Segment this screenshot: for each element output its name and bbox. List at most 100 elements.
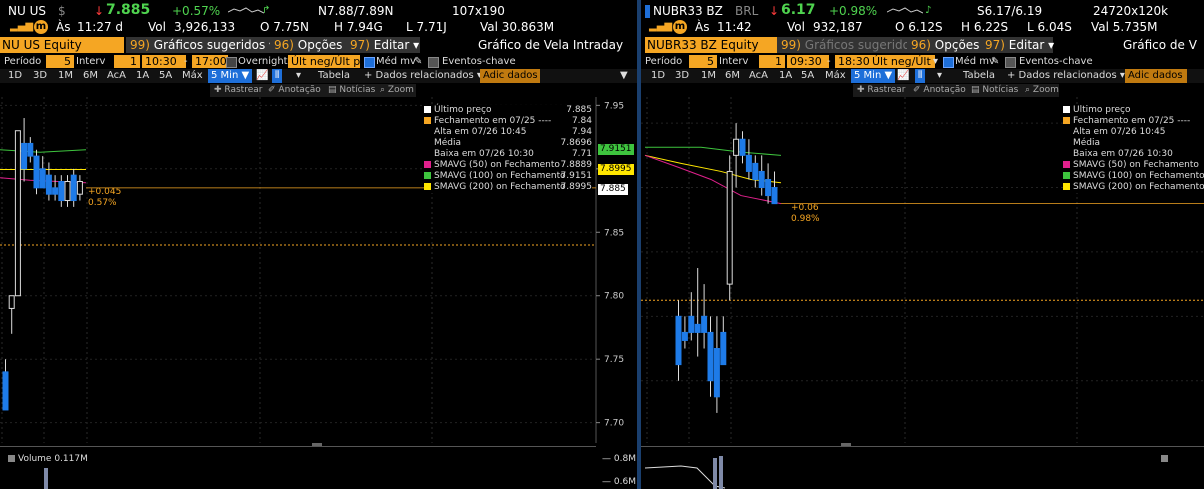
chart-title: Gráfico de Vela Intraday bbox=[478, 38, 624, 52]
pane-divider[interactable] bbox=[637, 0, 641, 489]
interval-input[interactable]: 1 bbox=[759, 55, 785, 68]
options-menu[interactable]: 96) Opções ▾ bbox=[270, 37, 352, 53]
range-1d[interactable]: 1D bbox=[8, 70, 23, 81]
last-trade-select[interactable]: Últ neg/Últ pr bbox=[869, 55, 935, 68]
candle-body bbox=[745, 154, 752, 172]
overnight-checkbox[interactable] bbox=[226, 57, 237, 68]
range-1d[interactable]: 1D bbox=[651, 70, 666, 81]
range-6m[interactable]: 6M bbox=[83, 70, 98, 81]
related-data-menu[interactable]: + Dados relacionados ▾ bbox=[364, 70, 482, 81]
legend-item[interactable]: Fechamento em 07/25 ---- 7.84 bbox=[424, 116, 592, 127]
events-checkbox[interactable] bbox=[428, 57, 439, 68]
sma200-price-tag: 7.8995 bbox=[598, 164, 634, 176]
candle-chart-icon[interactable]: ⫴ bbox=[915, 69, 926, 83]
range-1m[interactable]: 1M bbox=[701, 70, 716, 81]
add-data-button[interactable]: Adic dados bbox=[1125, 69, 1187, 83]
news-tool[interactable]: ▤ Notícias bbox=[328, 85, 376, 95]
moving-avg-label: Méd mv bbox=[376, 56, 416, 67]
end-time-input[interactable]: 17:00 bbox=[192, 55, 228, 68]
legend-item[interactable]: SMAVG (50) on Fechamento bbox=[1063, 160, 1204, 171]
add-data-button[interactable]: Adic dados bbox=[480, 69, 540, 83]
legend-item[interactable]: Último preço bbox=[1063, 105, 1204, 116]
quote-stats-row: ▂▄▆ m Às 11:42 Vol 932,187 O 6.12S H 6.2… bbox=[641, 20, 1204, 36]
range-1y[interactable]: 1A bbox=[136, 70, 150, 81]
security-field[interactable]: NUBR33 BZ Equity bbox=[645, 37, 777, 53]
suggested-charts-menu[interactable]: 99) Gráficos sugeridos bbox=[777, 37, 921, 53]
legend-item[interactable]: Média 7.8696 bbox=[424, 138, 592, 149]
table-button[interactable]: Tabela bbox=[963, 70, 995, 81]
range-1y[interactable]: 1A bbox=[779, 70, 793, 81]
left-chart-pane: NU US $ ↓ 7.885 +0.57% ↱ N7.88/7.89N 107… bbox=[0, 3, 637, 489]
legend-label: SMAVG (50) on Fechamento bbox=[1073, 160, 1199, 170]
command-bar: NU US Equity 99) Gráficos sugeridos ▾ 96… bbox=[0, 37, 637, 53]
settings-row: Período 5 Interv 1 09:30 - 18:30 Últ neg… bbox=[645, 55, 1093, 68]
range-max[interactable]: Máx bbox=[825, 70, 846, 81]
start-time-input[interactable]: 09:30 bbox=[787, 55, 829, 68]
legend-item[interactable]: SMAVG (50) on Fechamento 7.8889 bbox=[424, 160, 592, 171]
range-5y[interactable]: 5A bbox=[159, 70, 173, 81]
range-ytd[interactable]: AcA bbox=[749, 70, 769, 81]
period-input[interactable]: 5 bbox=[689, 55, 717, 68]
candle-body bbox=[8, 295, 15, 309]
range-6m[interactable]: 6M bbox=[725, 70, 740, 81]
change-pct: +0.57% bbox=[172, 4, 221, 18]
legend-item[interactable]: Último preço 7.885 bbox=[424, 105, 592, 116]
pencil-icon[interactable]: ✎ bbox=[414, 56, 423, 67]
legend-swatch bbox=[424, 139, 431, 146]
legend-item[interactable]: SMAVG (100) on Fechamento 7.9151 bbox=[424, 171, 592, 182]
interval-input[interactable]: 1 bbox=[114, 55, 140, 68]
last-trade-time: 11:42 bbox=[717, 20, 752, 34]
last-trade-select[interactable]: Últ neg/Últ pr bbox=[288, 55, 360, 68]
legend-item[interactable]: Baixa em 07/26 10:30 7.71 bbox=[424, 149, 592, 160]
scroll-down-icon[interactable]: ▼ bbox=[620, 70, 628, 81]
frequency-select[interactable]: 5 Min ▼ bbox=[851, 69, 896, 83]
events-checkbox[interactable] bbox=[1005, 57, 1016, 68]
range-max[interactable]: Máx bbox=[182, 70, 203, 81]
legend-value: 7.71 bbox=[571, 149, 592, 159]
zoom-tool[interactable]: ⌕ Zoom bbox=[380, 85, 414, 95]
candle-body bbox=[70, 174, 77, 202]
period-input[interactable]: 5 bbox=[46, 55, 74, 68]
legend-item[interactable]: Alta em 07/26 10:45 7.94 bbox=[424, 127, 592, 138]
legend-item[interactable]: Alta em 07/26 10:45 bbox=[1063, 127, 1204, 138]
down-arrow-icon: ↓ bbox=[769, 4, 780, 18]
range-1m[interactable]: 1M bbox=[58, 70, 73, 81]
legend-item[interactable]: SMAVG (200) on Fechamento bbox=[1063, 182, 1204, 193]
zoom-tool[interactable]: ⌕ Zoom bbox=[1025, 85, 1059, 95]
frequency-select[interactable]: 5 Min ▼ bbox=[208, 69, 253, 83]
range-3d[interactable]: 3D bbox=[675, 70, 690, 81]
legend-item[interactable]: Fechamento em 07/25 ---- bbox=[1063, 116, 1204, 127]
track-tool[interactable]: ✚ Rastrear bbox=[214, 85, 263, 95]
legend-swatch bbox=[1063, 128, 1070, 135]
legend-item[interactable]: Média bbox=[1063, 138, 1204, 149]
track-tool[interactable]: ✚ Rastrear bbox=[857, 85, 906, 95]
annotation-tool[interactable]: ✐ Anotação bbox=[268, 85, 321, 95]
range-3d[interactable]: 3D bbox=[33, 70, 48, 81]
candle-chart-icon[interactable]: ⫴ bbox=[272, 69, 283, 83]
related-data-menu[interactable]: + Dados relacionados ▾ bbox=[1007, 70, 1125, 81]
price-chart[interactable] bbox=[641, 97, 1204, 446]
edit-menu[interactable]: 97) Editar ▾ bbox=[346, 37, 420, 53]
line-chart-icon[interactable]: 📈 bbox=[256, 70, 269, 81]
options-menu[interactable]: 96) Opções ▾ bbox=[907, 37, 989, 53]
pencil-icon[interactable]: ✎ bbox=[991, 56, 1000, 67]
security-field[interactable]: NU US Equity bbox=[0, 37, 124, 53]
moving-avg-checkbox[interactable] bbox=[364, 57, 375, 68]
range-ytd[interactable]: AcA bbox=[107, 70, 127, 81]
time-label: Às bbox=[56, 20, 71, 34]
sparkline-icon bbox=[887, 7, 923, 14]
table-button[interactable]: Tabela bbox=[318, 70, 350, 81]
legend-item[interactable]: SMAVG (100) on Fechamento bbox=[1063, 171, 1204, 182]
legend-item[interactable]: Baixa em 07/26 10:30 bbox=[1063, 149, 1204, 160]
range-5y[interactable]: 5A bbox=[801, 70, 815, 81]
legend-item[interactable]: SMAVG (200) on Fechamento 7.8995 bbox=[424, 182, 592, 193]
edit-menu[interactable]: 97) Editar ▾ bbox=[981, 37, 1054, 53]
annotation-tool[interactable]: ✐ Anotação bbox=[913, 85, 966, 95]
suggested-charts-menu[interactable]: 99) Gráficos sugeridos ▾ bbox=[126, 37, 275, 53]
start-time-input[interactable]: 10:30 bbox=[142, 55, 186, 68]
line-chart-icon[interactable]: 📈 bbox=[897, 70, 910, 81]
candle-body bbox=[45, 174, 52, 195]
moving-avg-checkbox[interactable] bbox=[943, 57, 954, 68]
news-tool[interactable]: ▤ Notícias bbox=[971, 85, 1019, 95]
end-time-input[interactable]: 18:30 bbox=[835, 55, 871, 68]
